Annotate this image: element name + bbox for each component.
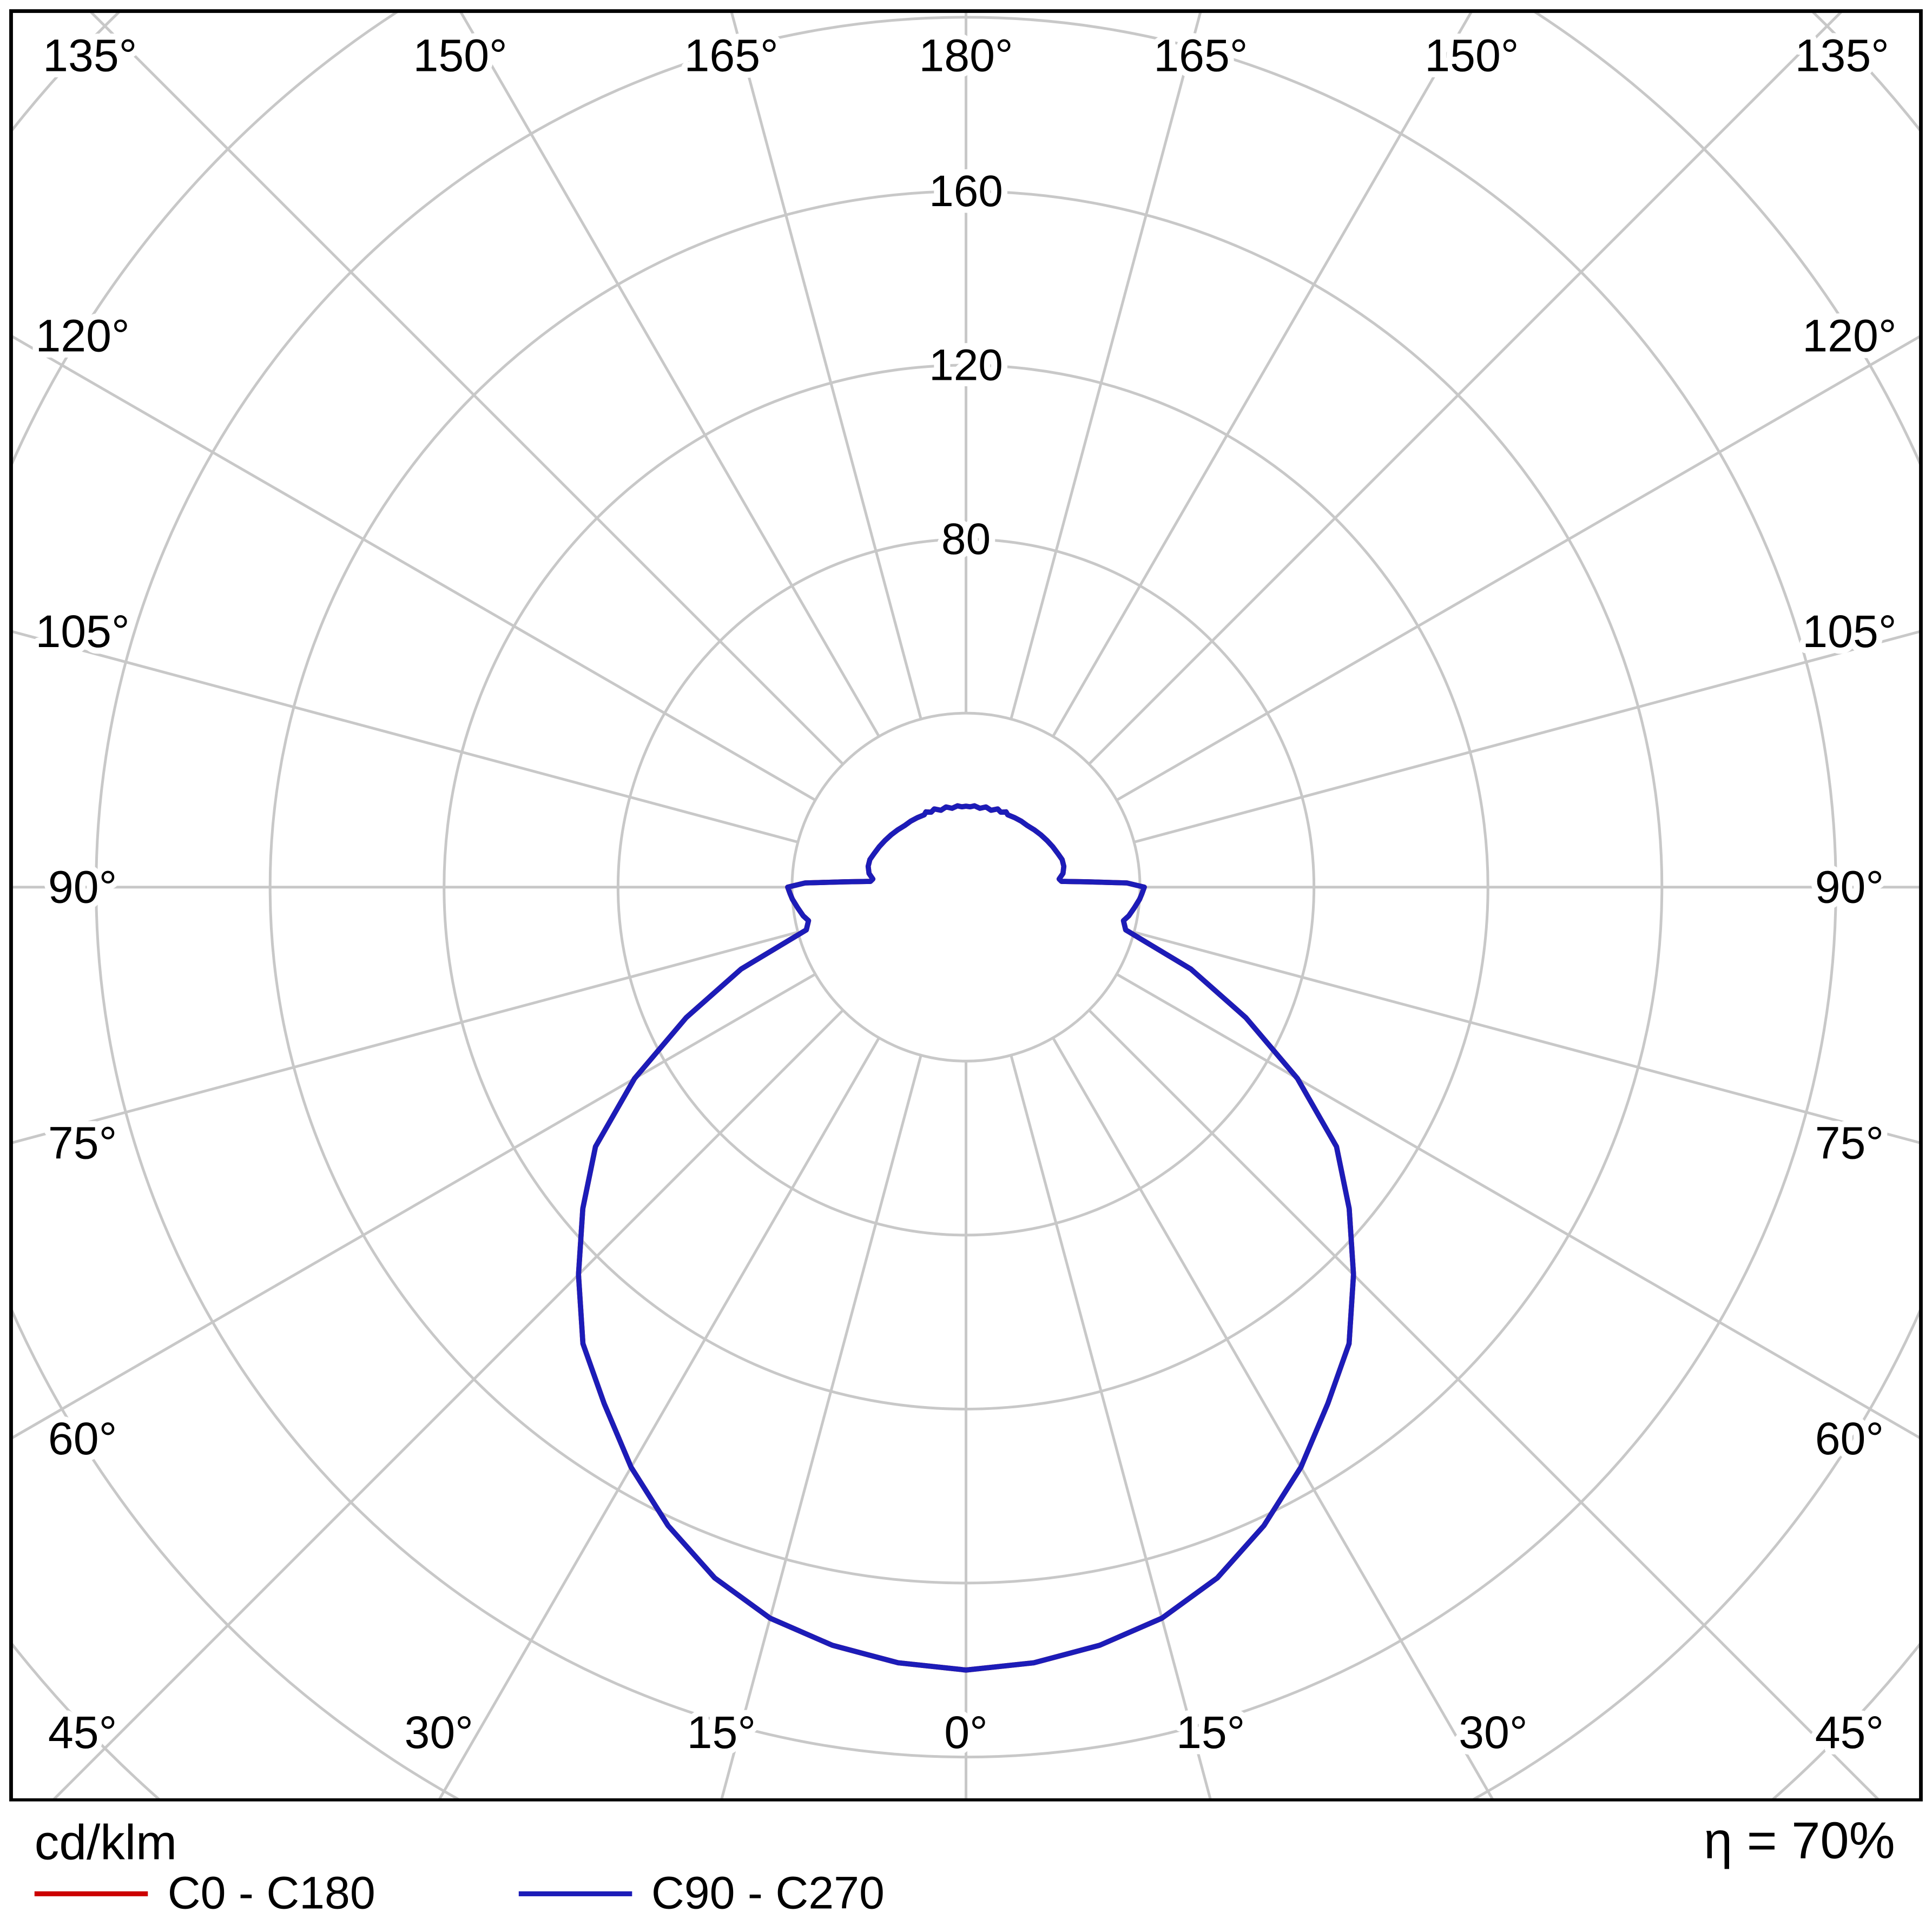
angle-label-150: 150° xyxy=(1425,30,1519,81)
angle-label-0: 0° xyxy=(944,1707,988,1758)
polar-chart-svg: 0° 15° 15° 30° 30° 45° 45° 60° 60° 75° 75° 90° 90° 10… xyxy=(9,9,1923,1802)
angle-label-30: 30° xyxy=(1459,1707,1527,1758)
angle-label-135: 135° xyxy=(43,30,137,81)
angle-label-15: 15° xyxy=(1176,1707,1245,1758)
legend-swatch-c0-c180 xyxy=(34,1891,148,1896)
legend-label-c90-c270: C90 - C270 xyxy=(651,1868,885,1918)
angle-label-120: 120° xyxy=(1802,311,1896,361)
angle-label-45: 45° xyxy=(48,1707,117,1758)
legend-swatch-c90-c270 xyxy=(518,1891,632,1896)
radial-label-120: 120 xyxy=(929,341,1003,390)
angle-label-60: 60° xyxy=(48,1413,117,1464)
angle-label-75: 75° xyxy=(48,1118,117,1169)
polar-grid xyxy=(11,11,1921,1801)
legend: C0 - C180 C90 - C270 xyxy=(34,1868,885,1920)
angle-label-105: 105° xyxy=(35,606,129,657)
angle-label-180: 180° xyxy=(919,30,1013,81)
chart-frame xyxy=(9,9,1923,1802)
angle-label-30: 30° xyxy=(404,1707,473,1758)
curve-C90-C270 xyxy=(576,803,1356,1673)
angle-label-90: 90° xyxy=(48,862,117,913)
efficiency-label: η = 70% xyxy=(1703,1811,1895,1869)
radial-label-160: 160 xyxy=(929,167,1003,216)
angle-label-120: 120° xyxy=(35,311,129,361)
angle-label-165: 165° xyxy=(1153,30,1248,81)
radial-label-80: 80 xyxy=(941,515,991,564)
angle-label-90: 90° xyxy=(1815,862,1884,913)
angle-label-150: 150° xyxy=(413,30,507,81)
angle-label-75: 75° xyxy=(1815,1118,1884,1169)
angle-label-135: 135° xyxy=(1795,30,1889,81)
angle-label-105: 105° xyxy=(1802,606,1896,657)
angle-label-165: 165° xyxy=(684,30,778,81)
angle-label-15: 15° xyxy=(687,1707,756,1758)
intensity-curves xyxy=(576,803,1356,1673)
angle-label-45: 45° xyxy=(1815,1707,1884,1758)
unit-label: cd/klm xyxy=(34,1816,177,1871)
legend-label-c0-c180: C0 - C180 xyxy=(167,1868,375,1918)
angle-label-60: 60° xyxy=(1815,1413,1884,1464)
